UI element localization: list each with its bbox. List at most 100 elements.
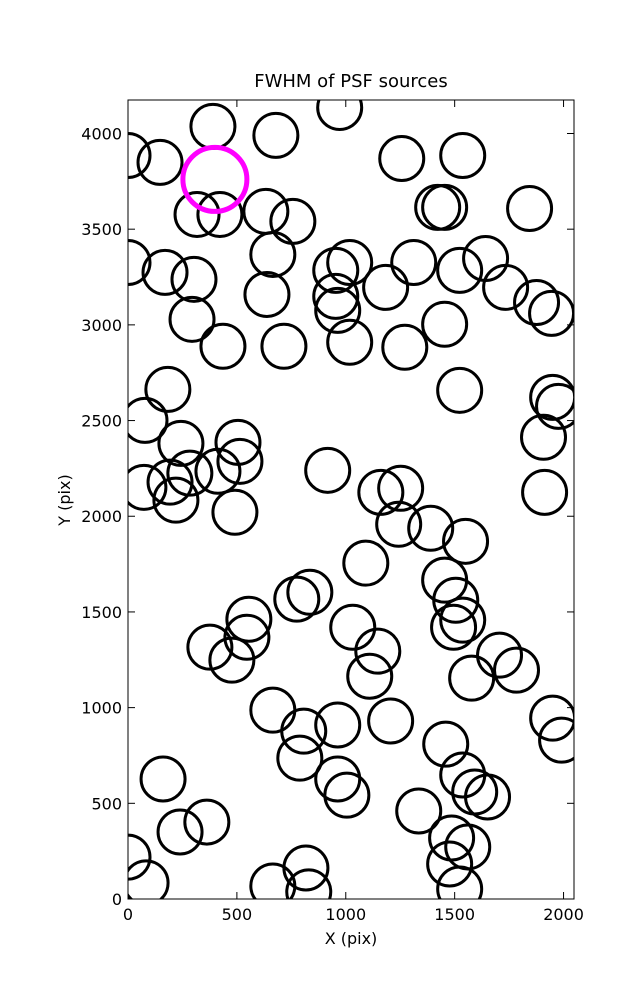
source-marker	[194, 447, 242, 495]
source-marker	[482, 263, 530, 311]
source-marker	[128, 132, 152, 179]
source-marker	[157, 419, 205, 467]
source-marker	[128, 463, 168, 511]
source-marker	[276, 734, 324, 782]
source-marker	[285, 868, 333, 899]
source-marker	[170, 255, 218, 303]
source-marker	[329, 603, 377, 651]
x-tick-label: 500	[222, 905, 253, 924]
source-marker	[199, 322, 247, 370]
source-marker	[381, 323, 429, 371]
source-marker	[426, 840, 474, 888]
source-marker	[252, 111, 300, 159]
source-marker	[464, 773, 512, 821]
source-marker	[493, 646, 541, 694]
source-marker	[166, 449, 214, 497]
source-marker	[304, 446, 352, 494]
source-marker	[211, 488, 259, 536]
source-marker	[249, 230, 297, 278]
source-marker	[520, 413, 568, 461]
source-marker	[442, 517, 490, 565]
source-marker	[128, 396, 169, 444]
source-marker	[189, 102, 237, 150]
source-marker	[128, 238, 152, 286]
source-marker	[156, 808, 204, 856]
source-marker	[180, 144, 250, 214]
source-marker	[436, 366, 484, 414]
source-marker	[286, 568, 334, 616]
source-marker	[535, 382, 574, 430]
y-tick-label: 3500	[81, 220, 122, 239]
source-marker	[139, 755, 187, 803]
source-marker	[448, 654, 496, 702]
source-marker	[314, 755, 362, 803]
source-marker	[346, 652, 394, 700]
source-marker	[249, 686, 297, 734]
source-marker	[428, 814, 476, 862]
x-axis-label: X (pix)	[325, 929, 378, 948]
source-marker	[538, 716, 574, 764]
source-marker	[280, 707, 328, 755]
source-marker	[529, 694, 574, 742]
y-tick-label: 2500	[81, 412, 122, 431]
source-marker	[225, 595, 273, 643]
source-marker	[196, 190, 244, 238]
source-marker	[260, 322, 308, 370]
source-marker	[141, 248, 189, 296]
source-marker	[513, 278, 561, 326]
source-marker	[146, 458, 194, 506]
source-marker	[223, 613, 271, 661]
source-marker	[367, 697, 415, 745]
source-marker	[439, 131, 487, 179]
y-tick-label: 1500	[81, 603, 122, 622]
y-tick-label: 4000	[81, 124, 122, 143]
source-marker	[528, 289, 574, 337]
source-marker	[128, 833, 152, 881]
source-marker	[421, 300, 469, 348]
y-tick-label: 2000	[81, 507, 122, 526]
source-marker	[326, 318, 374, 366]
source-marker	[152, 476, 200, 524]
source-marker	[357, 468, 405, 516]
source-marker	[476, 631, 524, 679]
source-marker	[439, 596, 487, 644]
source-marker	[136, 138, 184, 186]
source-marker	[421, 183, 469, 231]
y-tick-label: 3000	[81, 316, 122, 335]
y-tick-label: 1000	[81, 699, 122, 718]
source-marker	[323, 771, 371, 819]
source-marker	[128, 859, 170, 899]
source-marker	[312, 272, 360, 320]
source-marker	[378, 135, 426, 183]
source-marker	[430, 603, 478, 651]
source-marker	[390, 238, 438, 286]
source-marker	[269, 197, 317, 245]
source-marker	[375, 500, 423, 548]
x-tick-label: 0	[123, 905, 133, 924]
source-marker	[314, 286, 362, 334]
source-marker	[529, 373, 574, 421]
source-marker	[436, 865, 484, 899]
source-marker	[186, 623, 234, 671]
plot-area	[128, 100, 574, 899]
source-marker	[168, 295, 216, 343]
x-tick-label: 2000	[543, 905, 584, 924]
source-marker	[314, 701, 362, 749]
source-marker	[316, 100, 364, 131]
source-marker	[208, 636, 256, 684]
source-marker	[144, 365, 192, 413]
source-marker	[342, 539, 390, 587]
chart-title: FWHM of PSF sources	[254, 71, 448, 92]
source-marker	[521, 468, 569, 516]
source-marker	[243, 270, 291, 318]
source-marker	[273, 575, 321, 623]
source-marker	[326, 238, 374, 286]
y-axis-label: Y (pix)	[55, 474, 74, 526]
y-tick-label: 500	[91, 794, 122, 813]
x-tick-label: 1500	[434, 905, 475, 924]
axes-frame	[127, 99, 575, 900]
source-marker	[436, 246, 484, 294]
source-marker	[242, 187, 290, 235]
source-marker	[407, 504, 455, 552]
source-marker	[422, 720, 470, 768]
